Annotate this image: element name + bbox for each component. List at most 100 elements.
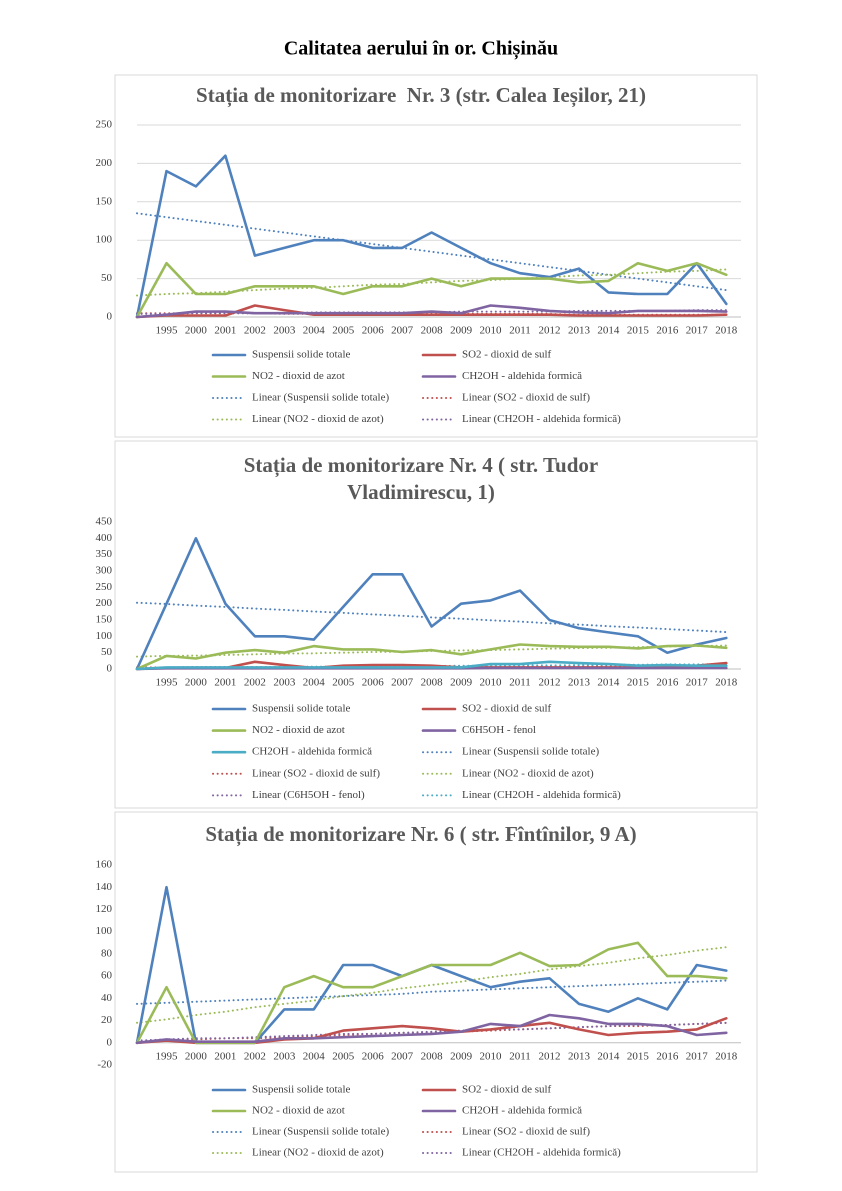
y-tick-label: 250 [96, 581, 113, 593]
x-tick-label: 2002 [244, 325, 266, 337]
series-line [135, 1017, 728, 1045]
x-tick-label: 2005 [332, 325, 355, 337]
series-line [136, 268, 728, 297]
series-line [135, 304, 728, 319]
legend-label: SO2 - dioxid de sulf [462, 349, 552, 361]
x-tick-label: 2015 [627, 1050, 650, 1062]
x-tick-label: 2017 [686, 325, 709, 337]
x-tick-label: 2002 [244, 1050, 266, 1062]
x-tick-label: 2012 [538, 1050, 560, 1062]
legend-label: C6H5OH - fenol [462, 724, 536, 736]
x-tick-label: 2013 [568, 1050, 591, 1062]
x-tick-label: 2011 [509, 1050, 531, 1062]
x-tick-label: 2007 [391, 1050, 414, 1062]
chart-title: Vladimirescu, 1) [347, 480, 495, 504]
x-tick-label: 2010 [480, 325, 503, 337]
legend-label: NO2 - dioxid de azot [252, 1105, 345, 1117]
x-tick-label: 2004 [303, 1050, 326, 1062]
x-tick-label: 1995 [155, 1050, 178, 1062]
legend-label: Linear (SO2 - dioxid de sulf) [462, 1126, 590, 1138]
y-tick-label: 100 [96, 630, 113, 642]
x-tick-label: 2001 [214, 325, 236, 337]
x-tick-label: 2006 [362, 1050, 385, 1062]
y-tick-label: 350 [96, 548, 113, 560]
y-tick-label: 120 [96, 903, 113, 915]
y-tick-label: 150 [96, 195, 113, 207]
y-tick-label: 20 [101, 1014, 113, 1026]
x-tick-label: 2014 [597, 677, 620, 689]
x-tick-label: 2006 [362, 325, 385, 337]
x-tick-label: 2004 [303, 325, 326, 337]
x-tick-label: 2010 [480, 677, 503, 689]
legend-label: NO2 - dioxid de azot [252, 370, 345, 382]
x-tick-label: 2016 [656, 677, 679, 689]
x-tick-label: 2012 [538, 677, 560, 689]
x-tick-label: 2003 [273, 325, 296, 337]
x-tick-label: 2008 [421, 1050, 444, 1062]
legend-label: Suspensii solide totale [252, 1084, 351, 1096]
x-tick-label: 2018 [715, 325, 738, 337]
legend-label: Linear (SO2 - dioxid de sulf) [252, 767, 380, 779]
chart-frame [114, 811, 758, 1173]
legend-label: CH2OH - aldehida formică [252, 746, 372, 758]
y-tick-label: 80 [101, 947, 113, 959]
y-tick-label: 100 [96, 234, 113, 246]
x-tick-label: 2009 [450, 677, 473, 689]
x-tick-label: 2010 [480, 1050, 503, 1062]
x-tick-label: 2003 [273, 1050, 296, 1062]
x-tick-label: 2002 [244, 677, 266, 689]
legend-label: Linear (NO2 - dioxid de azot) [252, 1147, 384, 1159]
x-tick-label: 2015 [627, 677, 650, 689]
chart: Stația de monitorizare Nr. 3 (str. Calea… [96, 74, 758, 438]
x-tick-label: 2013 [568, 677, 591, 689]
x-tick-label: 2006 [362, 677, 385, 689]
y-tick-label: 40 [101, 992, 113, 1004]
y-tick-label: 250 [96, 119, 113, 131]
y-tick-label: 200 [96, 157, 113, 169]
series-line [136, 601, 728, 634]
x-tick-label: 2017 [686, 1050, 709, 1062]
x-tick-label: 1995 [155, 325, 178, 337]
y-tick-label: 50 [101, 646, 113, 658]
x-tick-label: 2003 [273, 677, 296, 689]
legend-label: Linear (NO2 - dioxid de azot) [252, 413, 384, 425]
x-tick-label: 2007 [391, 325, 414, 337]
legend-label: CH2OH - aldehida formică [462, 1105, 582, 1117]
legend-label: Linear (Suspensii solide totale) [252, 392, 389, 404]
x-tick-label: 2000 [185, 677, 208, 689]
chart: Stația de monitorizare Nr. 4 ( str. Tudo… [96, 440, 758, 809]
legend-label: Linear (CH2OH - aldehida formică) [462, 1147, 621, 1159]
y-tick-label: 100 [96, 925, 113, 937]
legend-label: Suspensii solide totale [252, 349, 351, 361]
x-tick-label: 2009 [450, 1050, 473, 1062]
series-line [135, 261, 728, 319]
x-tick-label: 2016 [656, 1050, 679, 1062]
x-tick-label: 2000 [185, 325, 208, 337]
x-tick-label: 2008 [421, 325, 444, 337]
legend-label: Linear (Suspensii solide totale) [252, 1126, 389, 1138]
x-tick-label: 2011 [509, 325, 531, 337]
x-tick-label: 2018 [715, 1050, 738, 1062]
x-tick-label: 1995 [155, 677, 178, 689]
legend-label: Suspensii solide totale [252, 703, 351, 715]
x-tick-label: 2014 [597, 1050, 620, 1062]
x-tick-label: 2005 [332, 677, 355, 689]
y-tick-label: 160 [96, 859, 113, 871]
x-tick-label: 2012 [538, 325, 560, 337]
chart-frame [114, 74, 758, 438]
x-tick-label: 2018 [715, 677, 738, 689]
legend-label: Linear (C6H5OH - fenol) [252, 789, 365, 801]
x-tick-label: 2001 [214, 677, 236, 689]
y-tick-label: 400 [96, 532, 113, 544]
x-tick-label: 2017 [686, 677, 709, 689]
y-tick-label: 450 [96, 516, 113, 528]
y-tick-label: 0 [107, 1036, 113, 1048]
legend-label: SO2 - dioxid de sulf [462, 1084, 552, 1096]
series-line [135, 643, 728, 671]
legend-label: NO2 - dioxid de azot [252, 724, 345, 736]
x-tick-label: 2000 [185, 1050, 208, 1062]
x-tick-label: 2009 [450, 325, 473, 337]
y-tick-label: 60 [101, 970, 113, 982]
legend-label: Linear (CH2OH - aldehida formică) [462, 789, 621, 801]
